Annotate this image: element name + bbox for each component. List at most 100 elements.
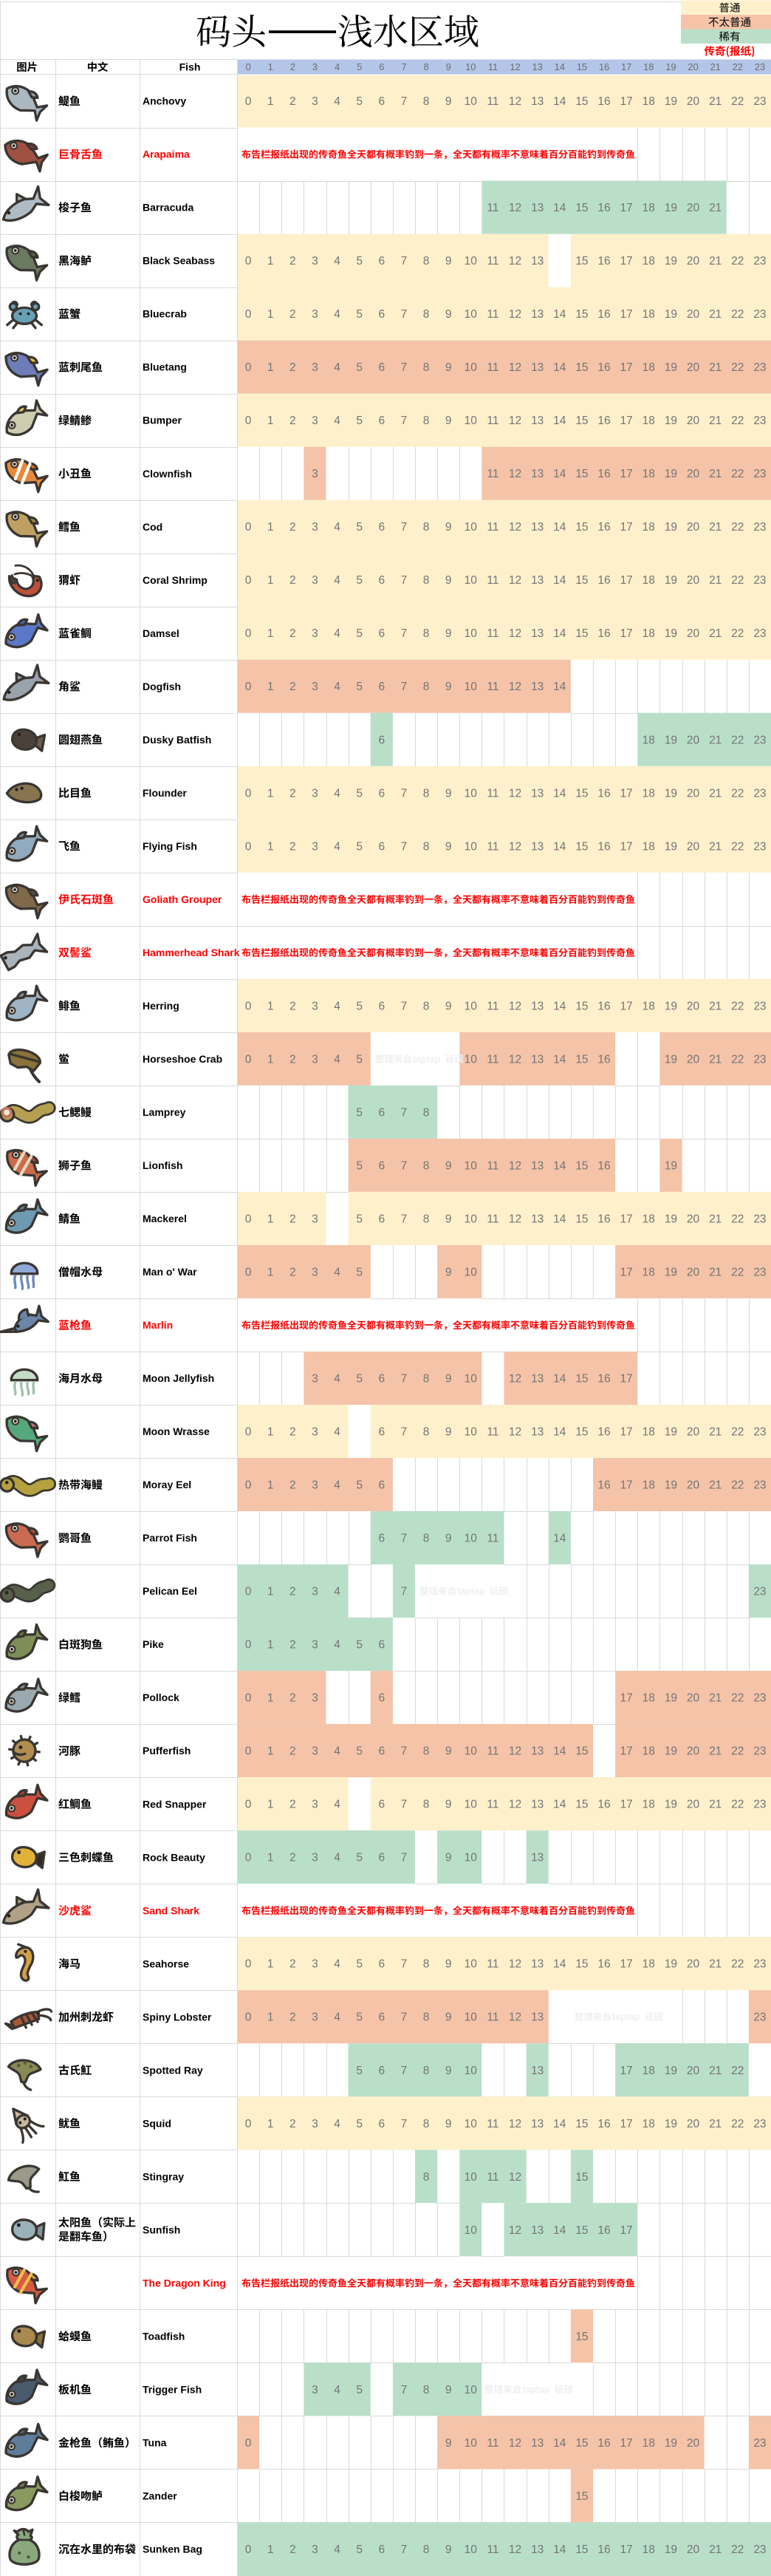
svg-text:22: 22 <box>731 840 744 853</box>
svg-text:14: 14 <box>553 2224 566 2237</box>
svg-text:2: 2 <box>290 61 295 72</box>
svg-text:21: 21 <box>709 202 722 214</box>
svg-text:9: 9 <box>445 521 452 534</box>
svg-text:7: 7 <box>401 2065 408 2077</box>
svg-text:21: 21 <box>709 2543 722 2556</box>
svg-text:3: 3 <box>312 1639 318 1652</box>
svg-text:9: 9 <box>445 2543 452 2556</box>
svg-text:6: 6 <box>378 255 385 268</box>
svg-text:15: 15 <box>575 1372 588 1385</box>
svg-text:9: 9 <box>445 1213 452 1225</box>
svg-text:5: 5 <box>356 521 363 534</box>
svg-text:9: 9 <box>445 308 452 321</box>
svg-text:7: 7 <box>401 521 408 534</box>
svg-text:17: 17 <box>620 1426 633 1439</box>
svg-text:7: 7 <box>401 61 406 72</box>
svg-text:16: 16 <box>597 1799 610 1811</box>
svg-text:17: 17 <box>620 840 633 853</box>
svg-text:11: 11 <box>487 627 498 640</box>
svg-text:8: 8 <box>423 95 430 108</box>
svg-text:6: 6 <box>378 1958 385 1971</box>
svg-text:10: 10 <box>465 2543 478 2556</box>
svg-text:9: 9 <box>445 1000 452 1012</box>
svg-text:1: 1 <box>267 308 274 321</box>
svg-text:18: 18 <box>642 2543 655 2556</box>
svg-text:2: 2 <box>289 521 296 534</box>
svg-text:5: 5 <box>357 61 362 72</box>
svg-text:22: 22 <box>731 1000 744 1012</box>
svg-text:7: 7 <box>401 1958 408 1971</box>
svg-text:4: 4 <box>334 1639 340 1652</box>
svg-text:3: 3 <box>312 1372 318 1385</box>
svg-text:21: 21 <box>709 415 722 427</box>
svg-text:5: 5 <box>356 308 363 321</box>
svg-text:21: 21 <box>709 840 722 853</box>
svg-text:13: 13 <box>531 255 544 268</box>
svg-text:7: 7 <box>401 415 408 427</box>
svg-text:15: 15 <box>575 574 588 587</box>
svg-text:Pollock: Pollock <box>143 1691 179 1703</box>
svg-text:3: 3 <box>312 1745 318 1758</box>
svg-text:taptap: taptap <box>413 1054 441 1064</box>
svg-text:9: 9 <box>445 1852 452 1864</box>
svg-text:6: 6 <box>378 1639 385 1652</box>
svg-text:2: 2 <box>289 1958 296 1971</box>
svg-text:5: 5 <box>356 95 363 108</box>
svg-text:15: 15 <box>575 2118 588 2130</box>
svg-text:0: 0 <box>245 1426 252 1439</box>
svg-text:23: 23 <box>753 1213 766 1225</box>
svg-text:1: 1 <box>267 1745 274 1758</box>
svg-text:9: 9 <box>445 840 452 853</box>
svg-text:15: 15 <box>575 255 588 268</box>
svg-text:16: 16 <box>597 1958 610 1971</box>
svg-text:6: 6 <box>378 2118 385 2130</box>
svg-text:21: 21 <box>709 2065 722 2077</box>
svg-text:9: 9 <box>445 627 452 640</box>
svg-text:6: 6 <box>378 1799 385 1811</box>
svg-text:10: 10 <box>465 627 478 640</box>
svg-text:12: 12 <box>509 255 521 268</box>
svg-text:22: 22 <box>731 1745 744 1758</box>
svg-text:14: 14 <box>553 1053 566 1066</box>
svg-text:6: 6 <box>378 308 385 321</box>
svg-text:11: 11 <box>487 787 498 800</box>
svg-text:6: 6 <box>378 787 385 800</box>
svg-text:20: 20 <box>687 2543 700 2556</box>
svg-text:16: 16 <box>597 202 610 214</box>
svg-text:1: 1 <box>267 2543 274 2556</box>
svg-text:2: 2 <box>289 1745 296 1758</box>
svg-text:14: 14 <box>553 1372 566 1385</box>
svg-text:4: 4 <box>334 1586 340 1598</box>
svg-text:22: 22 <box>731 627 744 640</box>
svg-text:11: 11 <box>487 308 498 321</box>
svg-text:5: 5 <box>356 627 363 640</box>
svg-text:17: 17 <box>620 1213 633 1225</box>
svg-text:9: 9 <box>445 1533 452 1545</box>
svg-text:18: 18 <box>642 2437 655 2450</box>
svg-text:17: 17 <box>620 2065 633 2077</box>
svg-text:2: 2 <box>289 1692 296 1705</box>
svg-text:1: 1 <box>267 1426 274 1439</box>
svg-text:17: 17 <box>621 61 631 72</box>
svg-text:18: 18 <box>642 1799 655 1811</box>
svg-text:8: 8 <box>423 1000 430 1012</box>
svg-text:16: 16 <box>597 1053 610 1066</box>
svg-text:23: 23 <box>753 574 766 587</box>
svg-text:17: 17 <box>620 574 633 587</box>
svg-text:2: 2 <box>289 308 296 321</box>
svg-text:8: 8 <box>423 1372 430 1385</box>
svg-text:5: 5 <box>356 787 363 800</box>
svg-text:15: 15 <box>575 521 588 534</box>
svg-text:3: 3 <box>312 1958 318 1971</box>
svg-text:2: 2 <box>289 2118 296 2130</box>
svg-text:12: 12 <box>509 1958 521 1971</box>
svg-text:0: 0 <box>245 361 252 374</box>
svg-text:17: 17 <box>620 1745 633 1758</box>
svg-text:9: 9 <box>445 1958 452 1971</box>
svg-text:19: 19 <box>665 361 677 374</box>
svg-text:13: 13 <box>531 1426 544 1439</box>
svg-text:15: 15 <box>575 95 588 108</box>
svg-text:15: 15 <box>575 1159 588 1172</box>
svg-text:Anchovy: Anchovy <box>143 95 186 107</box>
svg-text:Pufferfish: Pufferfish <box>143 1745 191 1756</box>
